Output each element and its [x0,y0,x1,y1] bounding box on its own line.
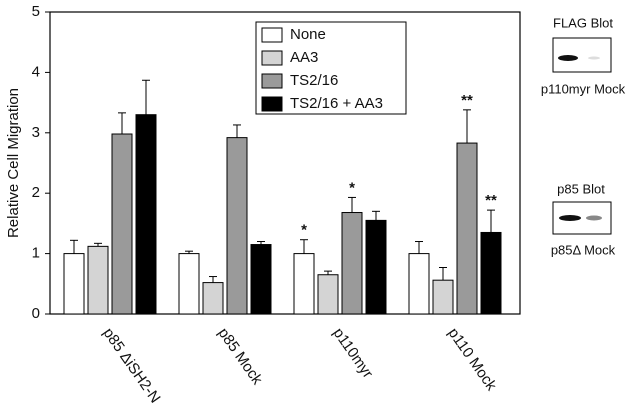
bar [432,279,454,315]
bar [111,133,133,315]
bar [293,253,315,315]
legend-swatch [261,73,283,89]
bar [226,137,248,315]
blot-title: p85 Blot [557,181,605,196]
legend-label: AA3 [290,49,318,66]
y-tick-label: 2 [32,184,40,201]
plot-frame [49,11,521,315]
blot-band [558,55,578,61]
legend-label: TS2/16 + AA3 [290,95,383,112]
y-tick-label: 0 [32,305,40,322]
legend-swatch [261,96,283,112]
blot-title: FLAG Blot [553,15,613,30]
bar [317,274,339,315]
blot-band [586,215,602,221]
blot-frame [552,37,612,73]
legend-label: None [290,26,326,43]
blot-band [559,215,581,221]
blot-band [588,56,600,60]
blot-lanes: p85Δ Mock [551,242,616,257]
bar [408,253,430,315]
bar [250,244,272,315]
bar [63,253,85,315]
y-tick-label: 3 [32,124,40,141]
legend-swatch [261,50,283,66]
bar [87,245,109,315]
significance-label: ** [461,92,473,109]
legend-swatch [261,27,283,43]
significance-label: * [301,222,307,239]
bar [135,114,157,315]
bar [456,142,478,315]
y-tick-label: 4 [32,63,40,80]
bar [365,219,387,315]
bar [480,231,502,315]
y-tick-label: 5 [32,3,40,20]
x-tick-label: p85 Mock [214,325,266,388]
y-axis-label: Relative Cell Migration [5,88,22,238]
x-tick-label: p110 Mock [444,325,500,394]
significance-label: ** [485,192,497,209]
x-tick-label: p110myr [329,325,376,382]
bar [178,253,200,315]
x-tick-label: p85 ΔiSH2-N [99,325,163,403]
significance-label: * [349,179,355,196]
legend-label: TS2/16 [290,72,338,89]
bar [202,282,224,315]
blot-lanes: p110myr Mock [541,81,626,96]
bar [341,212,363,315]
y-tick-label: 1 [32,245,40,262]
